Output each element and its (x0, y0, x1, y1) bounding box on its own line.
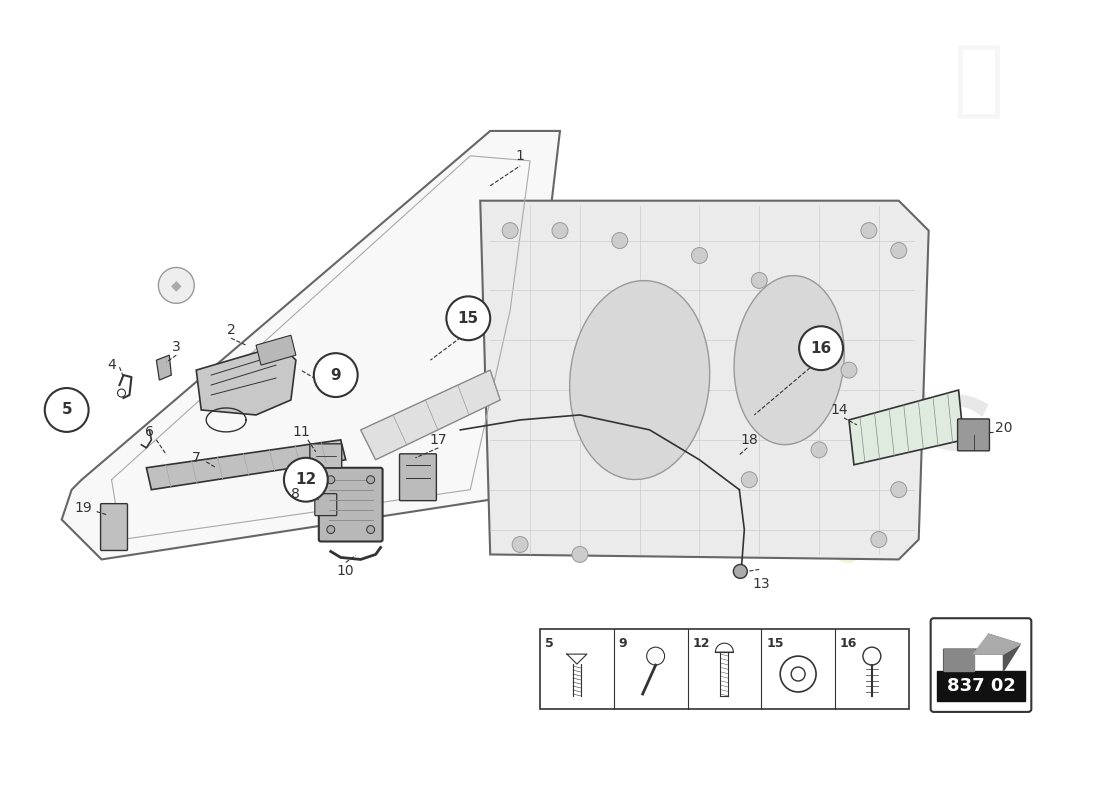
Circle shape (447, 296, 491, 340)
FancyBboxPatch shape (319, 468, 383, 542)
Text: 13: 13 (752, 578, 770, 591)
Polygon shape (715, 643, 734, 652)
Text: 20: 20 (994, 421, 1012, 435)
Circle shape (647, 647, 664, 665)
Circle shape (751, 273, 767, 288)
Text: 11: 11 (292, 425, 310, 439)
Polygon shape (566, 654, 587, 664)
Circle shape (799, 326, 843, 370)
Text: 9: 9 (330, 367, 341, 382)
Text: 5: 5 (62, 402, 72, 418)
Text: 16: 16 (840, 637, 857, 650)
Text: 1: 1 (516, 149, 525, 163)
Polygon shape (944, 634, 1021, 671)
Text: 6: 6 (145, 425, 154, 439)
Text: 3: 3 (172, 340, 180, 354)
Polygon shape (62, 131, 560, 559)
Text: 19: 19 (75, 501, 92, 514)
FancyBboxPatch shape (931, 618, 1032, 712)
Text: 12: 12 (693, 637, 710, 650)
Text: ◆: ◆ (170, 278, 182, 292)
Circle shape (503, 222, 518, 238)
FancyBboxPatch shape (315, 494, 337, 515)
Text: 7: 7 (191, 450, 200, 465)
Text: 837 02: 837 02 (947, 677, 1015, 695)
Circle shape (552, 222, 568, 238)
Ellipse shape (734, 276, 845, 445)
Polygon shape (156, 355, 172, 380)
Circle shape (118, 389, 125, 397)
Circle shape (612, 233, 628, 249)
Ellipse shape (570, 281, 710, 479)
Text: 12: 12 (295, 472, 317, 487)
FancyBboxPatch shape (937, 671, 1025, 701)
Polygon shape (573, 664, 581, 696)
Circle shape (284, 458, 328, 502)
Text: 16: 16 (811, 341, 832, 356)
Circle shape (862, 647, 881, 665)
Text: a passion for parts since 1985: a passion for parts since 1985 (292, 386, 868, 574)
Text: 2: 2 (227, 323, 235, 338)
Polygon shape (361, 370, 500, 460)
Circle shape (891, 482, 906, 498)
FancyBboxPatch shape (100, 504, 128, 550)
Circle shape (158, 267, 195, 303)
Circle shape (811, 442, 827, 458)
Text: 4: 4 (107, 358, 116, 372)
Circle shape (692, 247, 707, 263)
Polygon shape (481, 201, 928, 559)
Circle shape (861, 222, 877, 238)
Circle shape (513, 537, 528, 553)
Text: 14: 14 (830, 403, 848, 417)
Circle shape (572, 546, 587, 562)
Circle shape (45, 388, 89, 432)
Text: 10: 10 (337, 565, 354, 578)
Circle shape (734, 565, 747, 578)
Polygon shape (720, 652, 728, 696)
Text: 15: 15 (767, 637, 783, 650)
Text: 🐂: 🐂 (954, 41, 1003, 122)
Circle shape (366, 476, 375, 484)
Text: 18: 18 (740, 433, 758, 447)
FancyBboxPatch shape (399, 454, 437, 501)
Circle shape (842, 362, 857, 378)
Circle shape (327, 526, 334, 534)
FancyBboxPatch shape (310, 444, 342, 468)
Text: 8: 8 (292, 486, 300, 501)
Polygon shape (974, 634, 1021, 654)
FancyBboxPatch shape (958, 419, 990, 451)
Polygon shape (146, 440, 345, 490)
Text: 15: 15 (458, 310, 478, 326)
Circle shape (366, 526, 375, 534)
Text: 17: 17 (430, 433, 448, 447)
Circle shape (741, 472, 757, 488)
Circle shape (780, 656, 816, 692)
FancyBboxPatch shape (540, 630, 909, 709)
Circle shape (891, 242, 906, 258)
Circle shape (327, 476, 334, 484)
Text: eurospares: eurospares (362, 222, 998, 479)
Circle shape (871, 531, 887, 547)
Polygon shape (849, 390, 964, 465)
Polygon shape (196, 345, 296, 415)
Text: 5: 5 (544, 637, 553, 650)
Polygon shape (256, 335, 296, 365)
Text: 9: 9 (619, 637, 627, 650)
Polygon shape (944, 649, 974, 671)
Circle shape (791, 667, 805, 681)
Circle shape (314, 353, 358, 397)
